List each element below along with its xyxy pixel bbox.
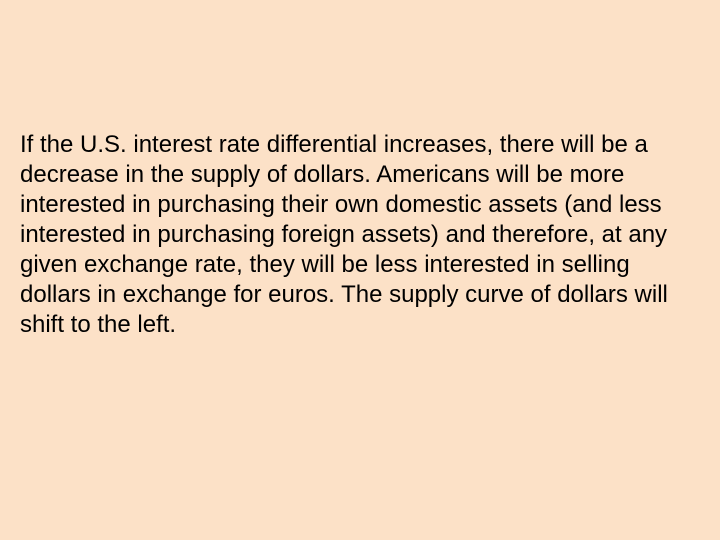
body-paragraph: If the U.S. interest rate differential i… xyxy=(20,130,680,340)
slide-container: If the U.S. interest rate differential i… xyxy=(0,0,720,540)
